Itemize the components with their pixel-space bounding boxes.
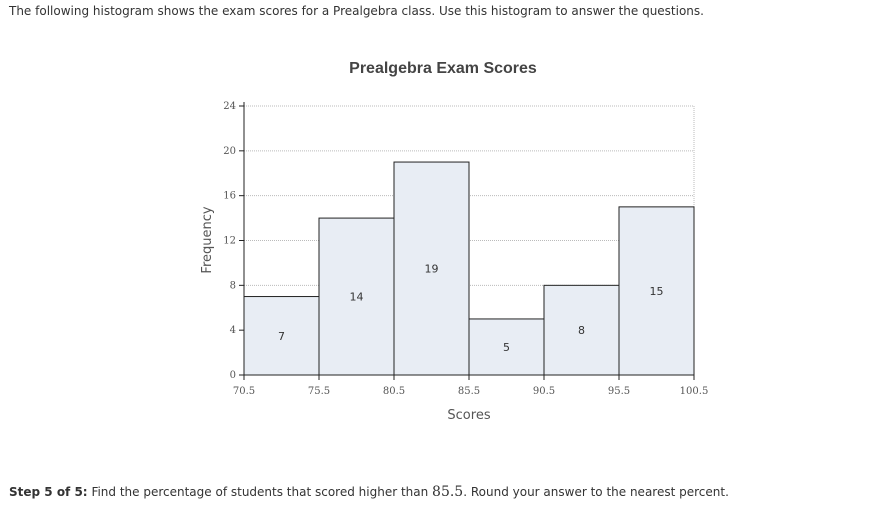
x-tick-label: 75.5 (308, 386, 330, 397)
x-tick-label: 85.5 (458, 386, 480, 397)
bar-value-label: 19 (425, 263, 439, 276)
y-tick-label: 16 (223, 191, 236, 202)
bar-value-label: 15 (650, 285, 664, 298)
instructions-text: The following histogram shows the exam s… (9, 4, 704, 18)
histogram-bar (618, 206, 695, 376)
y-axis-label: Frequency (200, 206, 215, 273)
step-text-before: Find the percentage of students that sco… (91, 485, 429, 499)
histogram-bar (243, 296, 320, 376)
x-tick-label: 80.5 (383, 386, 405, 397)
bar-value-label: 8 (578, 324, 585, 337)
x-axis-label: Scores (447, 408, 490, 423)
histogram-bar (318, 217, 395, 376)
x-tick-label: 70.5 (233, 386, 255, 397)
y-tick-label: 24 (223, 101, 236, 112)
histogram-bar (393, 161, 470, 376)
step-value: 85.5 (432, 484, 464, 500)
step-text-after: . Round your answer to the nearest perce… (463, 485, 729, 499)
x-tick-label: 100.5 (680, 386, 709, 397)
x-tick-label: 90.5 (533, 386, 555, 397)
step-label: Step 5 of 5: (9, 485, 88, 499)
y-tick-label: 12 (223, 236, 236, 247)
chart-title: Prealgebra Exam Scores (349, 60, 537, 77)
bar-value-label: 7 (278, 330, 285, 343)
step-question: Step 5 of 5: Find the percentage of stud… (9, 484, 729, 500)
y-tick-label: 20 (223, 146, 236, 157)
bar-value-label: 14 (350, 291, 364, 304)
bar-value-label: 5 (503, 341, 510, 354)
y-tick-label: 8 (230, 280, 236, 291)
y-tick-label: 4 (230, 325, 236, 336)
x-tick-label: 95.5 (608, 386, 630, 397)
axes: 0 4 8 12 16 20 24 70.5 75.5 80.5 85.5 90.5 95.5 100.5 (223, 101, 708, 397)
bars (243, 161, 695, 376)
data-labels: 7 14 19 5 8 15 (278, 263, 664, 354)
y-tick-label: 0 (230, 370, 236, 381)
histogram-bar (468, 318, 545, 376)
